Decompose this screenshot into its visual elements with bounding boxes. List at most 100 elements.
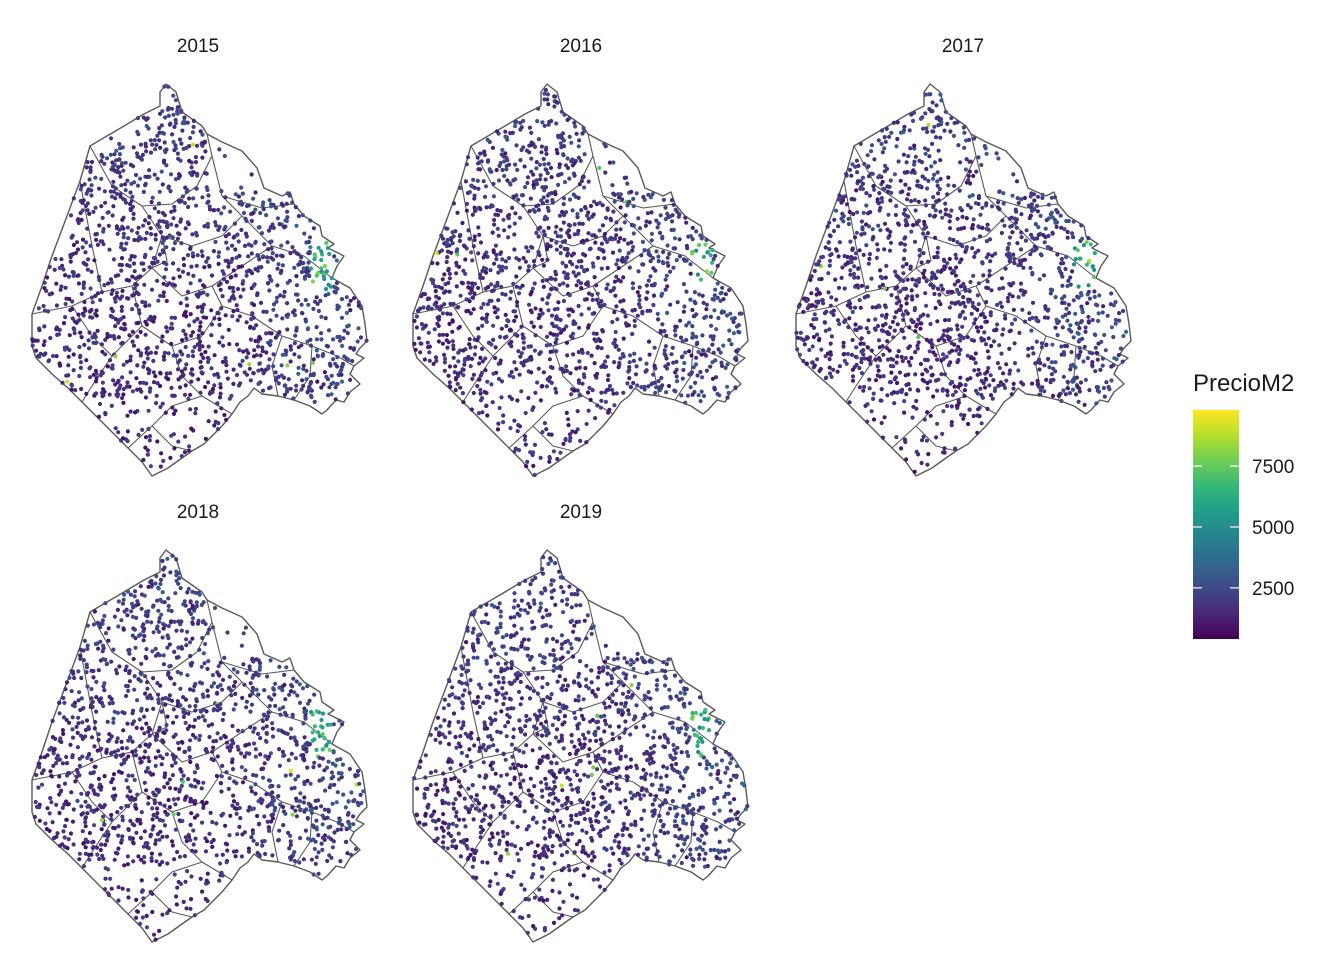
listing-point	[1070, 269, 1075, 274]
listing-point	[97, 856, 102, 862]
listing-point	[1034, 203, 1040, 208]
listing-point	[626, 323, 632, 328]
listing-point	[1086, 289, 1091, 294]
listing-point	[820, 254, 826, 259]
listing-point	[861, 352, 866, 357]
listing-point	[193, 160, 199, 165]
listing-point	[638, 357, 643, 362]
listing-point	[127, 278, 132, 283]
listing-point	[508, 327, 513, 332]
listing-point	[70, 299, 75, 304]
listing-point	[92, 331, 97, 337]
listing-point	[1000, 332, 1005, 337]
listing-point	[911, 404, 916, 409]
listing-point	[1077, 353, 1082, 358]
listing-point	[294, 223, 299, 228]
listing-point	[153, 350, 158, 355]
listing-point	[70, 306, 75, 312]
listing-point	[923, 203, 929, 208]
listing-point	[156, 201, 162, 206]
listing-point	[80, 245, 85, 250]
listing-point	[414, 325, 419, 330]
listing-point	[681, 367, 686, 373]
listing-point	[128, 206, 133, 211]
listing-point	[288, 251, 293, 256]
listing-point	[279, 363, 284, 368]
listing-point	[979, 421, 984, 426]
listing-point	[895, 120, 900, 125]
listing-point	[942, 258, 947, 263]
listing-point	[306, 326, 311, 331]
listing-point	[116, 885, 121, 890]
listing-point	[526, 268, 531, 273]
listing-point	[976, 248, 981, 253]
listing-point	[630, 281, 636, 286]
listing-point	[936, 338, 941, 343]
listing-point	[75, 273, 80, 278]
listing-point	[544, 334, 550, 339]
listing-point	[652, 363, 657, 368]
listing-point	[857, 366, 862, 371]
listing-point	[976, 155, 981, 160]
listing-point	[999, 230, 1005, 236]
listing-point	[200, 820, 205, 825]
listing-point	[293, 388, 299, 393]
listing-point	[134, 830, 139, 835]
listing-point	[152, 316, 157, 321]
listing-point	[514, 367, 519, 372]
listing-point	[925, 231, 931, 236]
listing-point	[1059, 344, 1064, 349]
listing-point	[274, 313, 279, 318]
listing-point	[126, 773, 131, 778]
listing-point	[851, 211, 856, 217]
listing-point	[113, 426, 118, 431]
listing-point	[314, 348, 319, 353]
listing-point	[125, 721, 130, 726]
listing-point	[197, 342, 202, 348]
listing-point	[537, 253, 542, 258]
listing-point	[175, 885, 180, 890]
listing-point	[130, 773, 135, 778]
listing-point	[567, 197, 573, 202]
listing-point	[627, 365, 632, 370]
listing-point	[960, 214, 965, 219]
listing-point	[888, 240, 894, 245]
listing-point	[519, 389, 524, 394]
listing-point	[1022, 195, 1027, 201]
listing-point	[46, 309, 51, 314]
listing-point	[532, 442, 538, 447]
listing-point	[861, 252, 866, 257]
listing-point	[203, 436, 208, 441]
listing-point	[99, 342, 104, 347]
listing-point	[915, 179, 920, 184]
listing-point	[326, 328, 332, 333]
listing-point	[1108, 302, 1113, 307]
listing-point	[490, 400, 495, 405]
listing-point	[729, 316, 735, 321]
listing-point	[891, 120, 897, 125]
listing-point	[100, 380, 105, 385]
listing-point	[963, 288, 968, 293]
listing-point	[472, 237, 477, 243]
listing-point	[586, 408, 591, 413]
listing-point	[805, 335, 811, 340]
listing-point	[901, 317, 906, 322]
listing-point	[42, 352, 47, 357]
listing-point	[694, 229, 699, 234]
listing-point	[271, 257, 276, 262]
listing-point	[517, 265, 523, 270]
listing-point	[865, 153, 870, 158]
listing-point	[610, 387, 615, 393]
listing-point	[984, 203, 989, 208]
listing-point	[450, 230, 455, 235]
listing-point	[182, 450, 187, 455]
listing-point	[271, 307, 276, 312]
listing-point	[553, 277, 558, 282]
listing-point	[240, 780, 246, 785]
listing-point	[1094, 401, 1099, 406]
listing-point	[876, 201, 881, 206]
listing-point	[829, 252, 834, 257]
listing-point	[711, 334, 716, 339]
listing-point	[231, 367, 236, 372]
listing-point	[544, 247, 550, 252]
